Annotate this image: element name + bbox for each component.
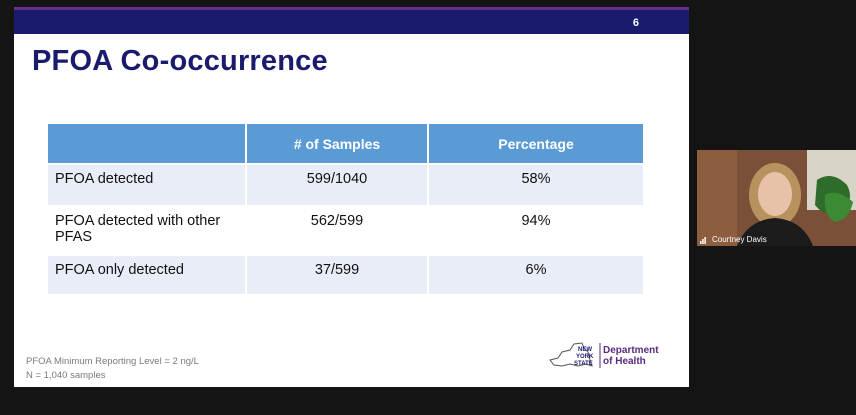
percentage-cell: 94% bbox=[428, 205, 643, 255]
samples-cell: 599/1040 bbox=[246, 163, 429, 206]
logo-dept-line2: of Health bbox=[603, 356, 646, 367]
logo-state-line3: STATE bbox=[574, 361, 593, 367]
presentation-slide: 6 PFOA Co-occurrence # of Samples Percen… bbox=[14, 7, 689, 387]
video-feed-image bbox=[697, 150, 856, 246]
logo-state-line1: NEW bbox=[578, 347, 592, 353]
nys-doh-logo: NEW YORK STATE bbox=[549, 342, 601, 368]
table-header-row: # of Samples Percentage bbox=[48, 124, 643, 164]
table-header-cell: # of Samples bbox=[246, 124, 429, 164]
row-label: PFOA detected with other PFAS bbox=[48, 205, 247, 255]
table-header-cell: Percentage bbox=[428, 124, 643, 164]
ny-state-outline-icon bbox=[549, 342, 593, 367]
percentage-cell: 6% bbox=[428, 254, 643, 294]
samples-cell: 37/599 bbox=[246, 254, 429, 294]
table-row: PFOA detected 599/1040 58% bbox=[48, 163, 643, 206]
speaker-name-label: Courtney Davis bbox=[712, 235, 767, 244]
footnote-reporting-level: PFOA Minimum Reporting Level = 2 ng/L bbox=[26, 356, 199, 367]
slide-title: PFOA Co-occurrence bbox=[32, 45, 328, 77]
logo-dept-line1: Department bbox=[603, 345, 659, 356]
table-row: PFOA detected with other PFAS 562/599 94… bbox=[48, 205, 643, 255]
logo-state-line2: YORK bbox=[576, 354, 594, 360]
samples-cell: 562/599 bbox=[246, 205, 429, 255]
cooccurrence-table: # of Samples Percentage PFOA detected 59… bbox=[48, 124, 643, 294]
signal-bars-icon bbox=[700, 237, 706, 244]
footnote-sample-count: N = 1,040 samples bbox=[26, 370, 106, 381]
percentage-cell: 58% bbox=[428, 163, 643, 206]
row-label: PFOA only detected bbox=[48, 254, 247, 294]
table-header-cell bbox=[48, 124, 247, 164]
table-row: PFOA only detected 37/599 6% bbox=[48, 254, 643, 294]
slide-number: 6 bbox=[632, 17, 639, 29]
participant-video-tile[interactable] bbox=[697, 150, 856, 246]
slide-header-bar: 6 bbox=[14, 7, 689, 34]
department-of-health-label: Department of Health bbox=[603, 345, 659, 367]
row-label: PFOA detected bbox=[48, 163, 247, 206]
